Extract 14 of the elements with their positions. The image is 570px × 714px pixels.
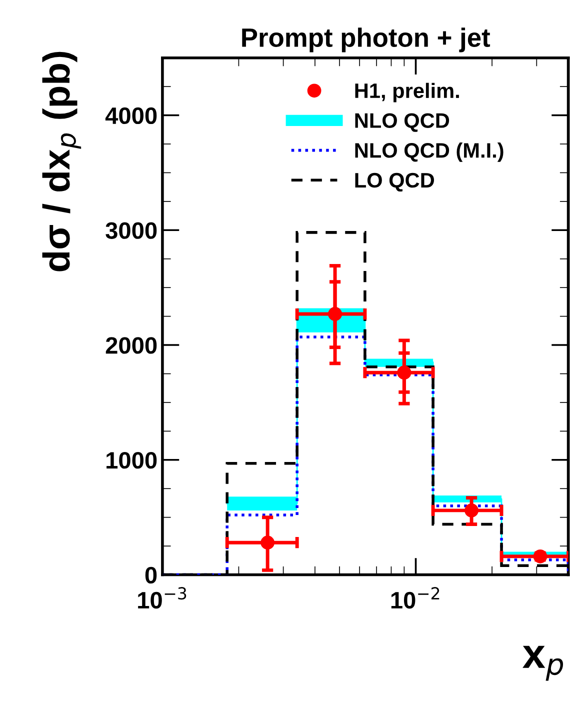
x-tick-label: 10$^{−2}$ [391,587,440,609]
y-tick-label: 1000 [106,452,157,469]
y-tick-label: 0 [145,566,157,584]
legend-label: NLO QCD (M.I.) [355,142,504,162]
legend-label: H1, prelim. [355,82,459,102]
y-tick-label: 2000 [106,337,157,354]
chart-title: Prompt photon + jet [242,28,490,52]
legend-label: NLO QCD [355,113,450,132]
y-tick-label: 3000 [106,222,157,239]
y-axis-title: dσ / dx$_{p}$ (pb) [42,52,82,272]
y-tick-label: 4000 [105,107,157,124]
x-tick-label: 10$^{−3}$ [138,587,186,609]
legend-label: LO QCD [355,172,434,192]
x-axis-title: x$_{p}$ [522,646,564,681]
